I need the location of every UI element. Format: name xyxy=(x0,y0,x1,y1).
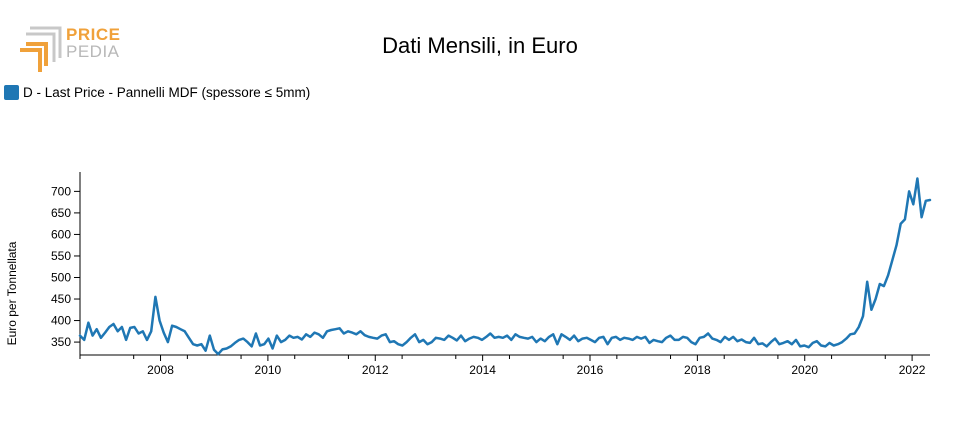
y-tick-label: 350 xyxy=(51,335,71,349)
y-tick-label: 700 xyxy=(51,184,71,198)
logo-mark-icon xyxy=(20,26,62,72)
y-axis-title: Euro per Tonnellata xyxy=(5,241,19,345)
chart-legend[interactable]: D - Last Price - Pannelli MDF (spessore … xyxy=(4,85,310,100)
logo-word-price: PRICE xyxy=(66,25,121,44)
x-tick-label: 2008 xyxy=(147,363,174,377)
y-tick-label: 400 xyxy=(51,314,71,328)
y-tick-label: 600 xyxy=(51,227,71,241)
x-tick-label: 2020 xyxy=(791,363,818,377)
legend-label: D - Last Price - Pannelli MDF (spessore … xyxy=(23,85,311,100)
x-tick-label: 2010 xyxy=(255,363,282,377)
chart-title: Dati Mensili, in Euro xyxy=(382,33,578,58)
y-tick-label: 500 xyxy=(51,270,71,284)
x-tick-label: 2016 xyxy=(577,363,604,377)
x-tick-label: 2014 xyxy=(469,363,496,377)
y-tick-label: 450 xyxy=(51,292,71,306)
x-tick-label: 2022 xyxy=(899,363,926,377)
y-tick-label: 650 xyxy=(51,206,71,220)
series-line xyxy=(78,177,932,356)
x-tick-label: 2018 xyxy=(684,363,711,377)
y-tick-label: 550 xyxy=(51,249,71,263)
x-tick-label: 2012 xyxy=(362,363,389,377)
pricepedia-logo: PRICE PEDIA xyxy=(18,24,128,74)
legend-swatch xyxy=(4,85,19,100)
logo-word-pedia: PEDIA xyxy=(66,42,120,61)
